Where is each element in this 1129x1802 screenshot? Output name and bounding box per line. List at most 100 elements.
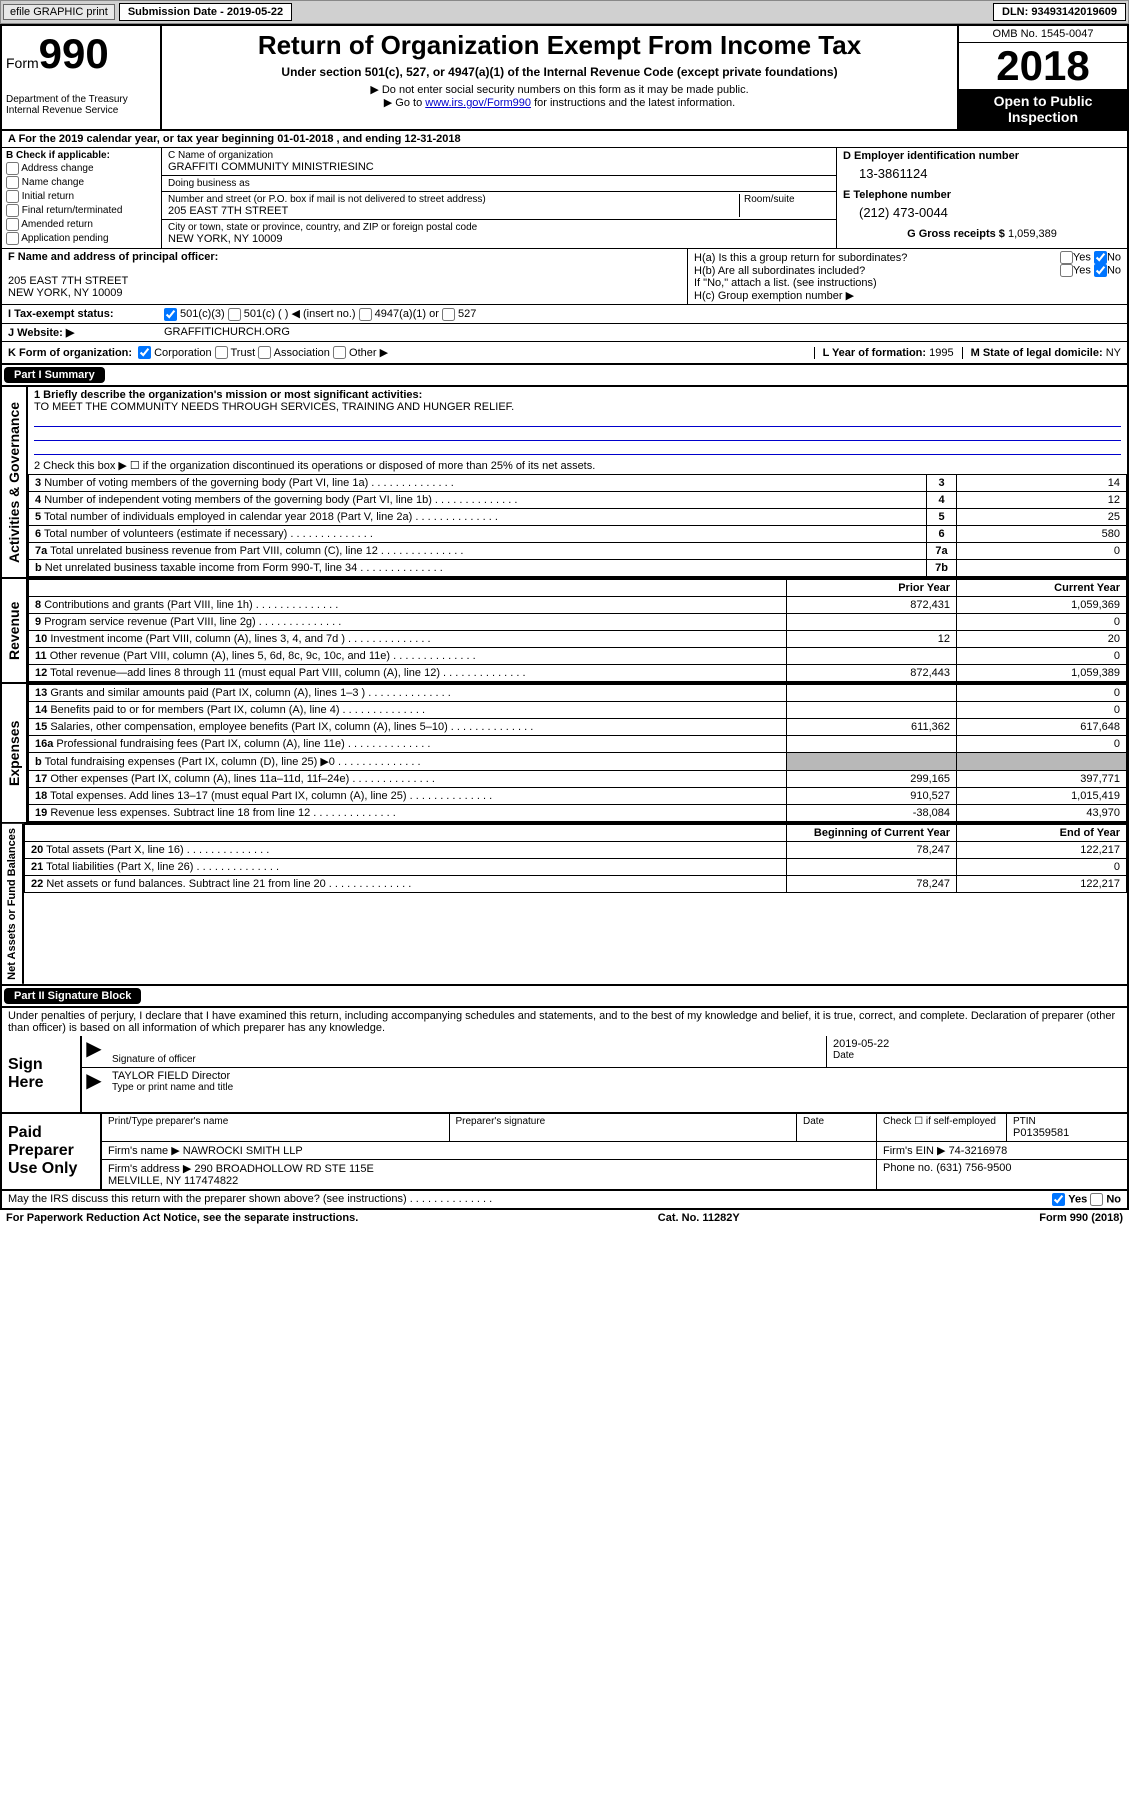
yes-label: Yes [1073, 265, 1091, 277]
colb-opt-label: Initial return [22, 191, 74, 202]
form990-link[interactable]: www.irs.gov/Form990 [425, 97, 531, 109]
no-label: No [1107, 265, 1121, 277]
sign-here-label: Sign Here [2, 1036, 82, 1112]
part1-revenue: Revenue Prior YearCurrent Year8 Contribu… [0, 579, 1129, 684]
firm-phone-label: Phone no. [883, 1162, 933, 1174]
room-label: Room/suite [744, 194, 830, 205]
note2-post: for instructions and the latest informat… [531, 97, 735, 109]
paperwork-notice: For Paperwork Reduction Act Notice, see … [6, 1212, 358, 1224]
firm-ein-label: Firm's EIN ▶ [883, 1145, 946, 1157]
prep-sig-label: Preparer's signature [456, 1116, 791, 1127]
form-org-checkbox[interactable] [215, 346, 228, 359]
tax-status-opt: 4947(a)(1) or [372, 308, 442, 320]
colb-opt-label: Application pending [21, 233, 108, 244]
omb-number: OMB No. 1545-0047 [959, 26, 1127, 43]
part1-expenses: Expenses 13 Grants and similar amounts p… [0, 684, 1129, 824]
tax-status-checkbox[interactable] [164, 308, 177, 321]
tax-status-opt: 501(c) ( ) ◀ (insert no.) [241, 308, 359, 320]
ha-no-checkbox[interactable] [1094, 251, 1107, 264]
col-c-org: C Name of organization GRAFFITI COMMUNIT… [162, 148, 837, 248]
state-domicile-label: M State of legal domicile: [971, 347, 1103, 359]
officer-name-title: TAYLOR FIELD Director [112, 1070, 1121, 1082]
form-org-opt: Corporation [151, 347, 215, 359]
colb-checkbox[interactable] [6, 190, 19, 203]
year-formation-label: L Year of formation: [823, 347, 927, 359]
perjury-text: Under penalties of perjury, I declare th… [0, 1008, 1129, 1036]
colb-checkbox[interactable] [6, 176, 19, 189]
tax-status-checkbox[interactable] [359, 308, 372, 321]
form-org-checkbox[interactable] [258, 346, 271, 359]
form-footer: Form 990 (2018) [1039, 1212, 1123, 1224]
section-a: A For the 2019 calendar year, or tax yea… [0, 131, 1129, 365]
phone-value: (212) 473-0044 [843, 201, 1121, 228]
colb-checkbox[interactable] [6, 162, 19, 175]
form-org-opt: Association [271, 347, 333, 359]
name-title-label: Type or print name and title [112, 1082, 1121, 1093]
colb-checkbox[interactable] [6, 218, 19, 231]
sig-officer-label: Signature of officer [112, 1054, 820, 1065]
form-label: Form [6, 55, 39, 71]
org-name-label: C Name of organization [168, 150, 830, 161]
side-netassets: Net Assets or Fund Balances [2, 824, 24, 984]
sign-here-block: Sign Here ▶ Signature of officer 2019-05… [0, 1036, 1129, 1114]
addr-label: Number and street (or P.O. box if mail i… [168, 194, 739, 205]
form-org-opt: Other ▶ [346, 347, 388, 359]
submission-date: Submission Date - 2019-05-22 [119, 3, 292, 21]
colb-opt-label: Name change [22, 177, 84, 188]
form-title: Return of Organization Exempt From Incom… [170, 30, 949, 61]
discuss-text: May the IRS discuss this return with the… [8, 1193, 492, 1206]
ein-value: 13-3861124 [843, 162, 1121, 189]
open-public-badge: Open to Public Inspection [959, 89, 1127, 129]
colb-opt-label: Address change [21, 163, 93, 174]
form-org-checkbox[interactable] [333, 346, 346, 359]
state-domicile: NY [1106, 347, 1121, 359]
col-f-officer: F Name and address of principal officer:… [2, 249, 687, 304]
self-employed-check: Check ☐ if self-employed [877, 1114, 1007, 1141]
part1-netassets: Net Assets or Fund Balances Beginning of… [0, 824, 1129, 986]
side-revenue: Revenue [2, 579, 28, 682]
efile-button[interactable]: efile GRAPHIC print [3, 4, 115, 20]
tax-year: 2018 [959, 43, 1127, 89]
hb-no-checkbox[interactable] [1094, 264, 1107, 277]
website-value: GRAFFITICHURCH.ORG [164, 326, 290, 338]
form-org-label: K Form of organization: [8, 347, 132, 359]
prep-name-label: Print/Type preparer's name [108, 1116, 443, 1127]
form-org-checkbox[interactable] [138, 346, 151, 359]
city-value: NEW YORK, NY 10009 [168, 233, 830, 245]
col-b-header: B Check if applicable: [6, 150, 157, 161]
col-b-checkboxes: B Check if applicable: Address change Na… [2, 148, 162, 248]
colb-checkbox[interactable] [6, 204, 19, 217]
discuss-no-checkbox[interactable] [1090, 1193, 1103, 1206]
part1-header: Part I Summary [4, 367, 105, 383]
side-expenses: Expenses [2, 684, 28, 822]
tax-status-checkbox[interactable] [228, 308, 241, 321]
ha-yes-checkbox[interactable] [1060, 251, 1073, 264]
addr-value: 205 EAST 7TH STREET [168, 205, 739, 217]
hb-yes-checkbox[interactable] [1060, 264, 1073, 277]
tax-status-opt: 501(c)(3) [177, 308, 228, 320]
colb-checkbox[interactable] [6, 232, 19, 245]
hb-note: If "No," attach a list. (see instruction… [694, 277, 1121, 289]
note2-pre: ▶ Go to [384, 97, 425, 109]
hc-label: H(c) Group exemption number ▶ [694, 289, 1121, 302]
ha-label: H(a) Is this a group return for subordin… [694, 252, 907, 264]
colb-opt-label: Final return/terminated [22, 205, 123, 216]
firm-name: NAWROCKI SMITH LLP [183, 1145, 303, 1157]
mission-text: TO MEET THE COMMUNITY NEEDS THROUGH SERV… [34, 401, 514, 413]
form-subtitle: Under section 501(c), 527, or 4947(a)(1)… [170, 65, 949, 79]
ein-label: D Employer identification number [843, 150, 1121, 162]
firm-ein: 74-3216978 [949, 1145, 1008, 1157]
gross-label: G Gross receipts $ [907, 228, 1005, 240]
paid-preparer-label: Paid Preparer Use Only [2, 1114, 102, 1189]
form-header: Form990 Department of the Treasury Inter… [0, 24, 1129, 131]
paid-preparer-block: Paid Preparer Use Only Print/Type prepar… [0, 1114, 1129, 1191]
tax-status-checkbox[interactable] [442, 308, 455, 321]
dba-label: Doing business as [168, 178, 830, 189]
sig-date: 2019-05-22 [833, 1038, 1121, 1050]
phone-label: E Telephone number [843, 189, 1121, 201]
firm-name-label: Firm's name ▶ [108, 1145, 180, 1157]
line1-label: 1 Briefly describe the organization's mi… [34, 389, 422, 401]
form-note1: ▶ Do not enter social security numbers o… [170, 83, 949, 96]
date-label: Date [833, 1050, 1121, 1061]
discuss-yes-checkbox[interactable] [1052, 1193, 1065, 1206]
